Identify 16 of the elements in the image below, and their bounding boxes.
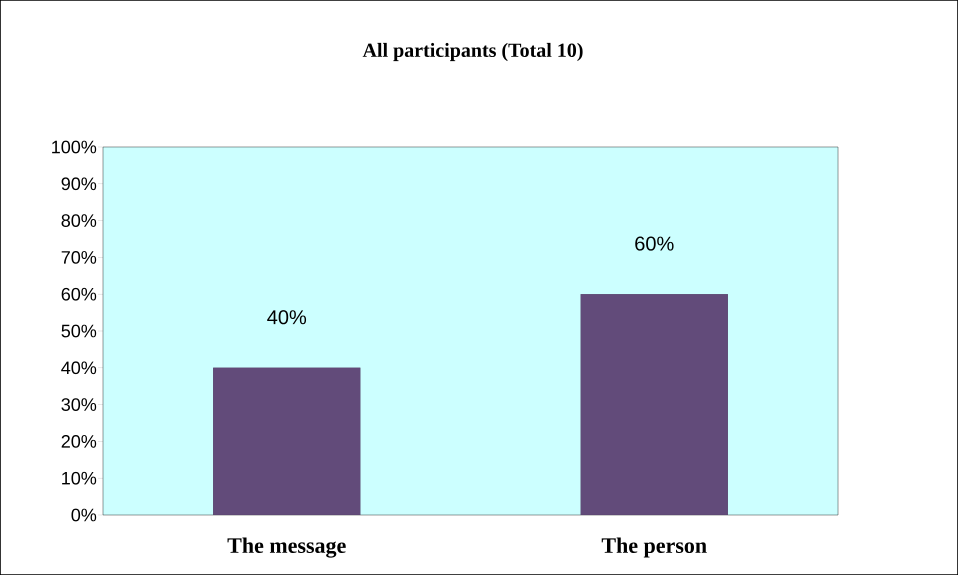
y-tick-label: 40% <box>61 361 96 374</box>
data-label: 40% <box>267 310 306 324</box>
y-tick-label: 100% <box>52 140 96 154</box>
y-tick-label: 30% <box>61 398 96 411</box>
y-tick-label: 90% <box>62 177 96 190</box>
y-tick-label: 50% <box>61 324 96 338</box>
data-label: 60% <box>635 236 674 251</box>
y-tick-label: 70% <box>62 251 96 264</box>
x-tick-label: The person <box>602 538 707 558</box>
y-tick-label: 20% <box>62 435 96 448</box>
y-tick-label: 80% <box>62 214 96 227</box>
y-tick-label: 60% <box>62 288 96 301</box>
y-tick-label: 0% <box>71 508 96 522</box>
x-tick-label: The message <box>228 538 346 558</box>
chart-title: All participants (Total 10) <box>362 42 583 62</box>
y-tick-label: 10% <box>62 472 96 485</box>
